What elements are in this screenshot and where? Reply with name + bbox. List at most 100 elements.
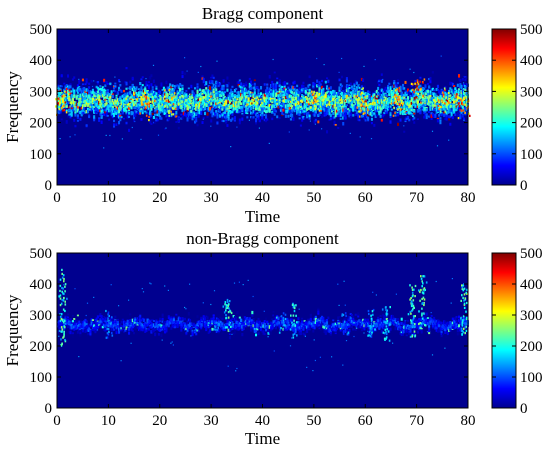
heatmap-cell: [397, 112, 400, 114]
heatmap-cell: [337, 106, 340, 109]
heatmap-cell: [385, 111, 388, 115]
heatmap-cell: [212, 94, 215, 96]
heatmap-cell: [145, 100, 148, 104]
heatmap-cell: [103, 78, 106, 82]
heatmap-cell: [160, 105, 163, 108]
heatmap-cell: [116, 106, 119, 110]
heatmap-cell: [165, 91, 168, 95]
heatmap-cell: [182, 102, 185, 106]
heatmap-cell: [255, 105, 258, 108]
heatmap-cell: [251, 103, 254, 107]
heatmap-cell: [261, 109, 263, 112]
heatmap-cell: [414, 99, 417, 102]
heatmap-cell: [459, 90, 462, 93]
heatmap-cell: [283, 98, 286, 101]
heatmap-cell: [383, 103, 386, 106]
heatmap-cell: [342, 111, 345, 115]
heatmap-cell: [378, 107, 381, 111]
heatmap-cell: [258, 110, 261, 113]
heatmap-cell: [215, 88, 218, 92]
heatmap-cell: [313, 111, 316, 115]
heatmap-cell: [360, 85, 363, 88]
heatmap-hotspot: [316, 100, 319, 103]
heatmap-cell: [111, 105, 114, 108]
heatmap-cell: [196, 107, 199, 111]
heatmap-cell: [211, 97, 214, 100]
heatmap-cell: [329, 102, 332, 105]
heatmap-cell: [184, 97, 187, 100]
heatmap-cell: [410, 98, 413, 102]
heatmap-cell: [453, 93, 456, 97]
heatmap-cell: [456, 112, 459, 115]
heatmap-cell: [253, 79, 256, 82]
heatmap-cell: [104, 91, 107, 95]
heatmap-cell: [378, 112, 381, 116]
heatmap-cell: [413, 109, 416, 113]
heatmap-cell: [307, 92, 310, 95]
heatmap-cell: [241, 108, 244, 111]
heatmap-hotspot: [360, 98, 363, 101]
heatmap-cell: [425, 109, 428, 111]
heatmap-cell: [223, 96, 226, 98]
heatmap-cell: [302, 97, 305, 100]
heatmap-cell: [98, 96, 101, 100]
heatmap-cell: [94, 103, 97, 107]
heatmap-hotspot: [59, 99, 61, 102]
heatmap-cell: [217, 84, 220, 87]
heatmap-cell: [299, 97, 302, 100]
heatmap-cell: [347, 92, 350, 95]
heatmap-cell: [412, 98, 415, 101]
heatmap-cell: [272, 90, 275, 94]
heatmap-hotspot: [68, 93, 70, 96]
heatmap-cell: [291, 115, 294, 119]
heatmap-cell: [265, 91, 268, 95]
heatmap-hotspot: [398, 103, 401, 106]
x-tick-label: 0: [53, 190, 61, 206]
heatmap-cell: [176, 96, 179, 100]
heatmap-cell: [215, 110, 218, 113]
heatmap-cell: [265, 118, 268, 123]
heatmap-cell: [319, 109, 322, 112]
heatmap-cell: [430, 114, 433, 118]
heatmap-cell: [176, 101, 179, 103]
heatmap-cell: [217, 110, 220, 113]
heatmap-cell: [302, 109, 305, 114]
heatmap-cell: [185, 90, 188, 92]
heatmap-cell: [440, 95, 443, 98]
heatmap-cell: [403, 107, 406, 110]
heatmap-cell: [151, 96, 154, 99]
heatmap-cell: [103, 113, 106, 117]
heatmap-cell: [444, 117, 447, 120]
heatmap-cell: [226, 124, 229, 127]
heatmap-cell: [165, 127, 167, 129]
heatmap-cell: [379, 107, 382, 111]
heatmap-cell: [237, 81, 240, 84]
heatmap-cell: [362, 78, 365, 82]
heatmap-cell: [123, 117, 126, 120]
heatmap-cell: [184, 57, 186, 59]
heatmap-cell: [151, 89, 154, 93]
heatmap-cell: [89, 104, 92, 106]
heatmap-cell: [217, 99, 220, 104]
heatmap-cell: [150, 122, 153, 125]
heatmap-cell: [416, 103, 419, 106]
heatmap-cell: [106, 104, 109, 108]
heatmap-cell: [159, 90, 162, 94]
heatmap-cell: [425, 113, 428, 117]
heatmap-cell: [288, 104, 291, 107]
heatmap-cell: [369, 102, 372, 105]
heatmap-cell: [84, 90, 87, 93]
heatmap-cell: [367, 108, 370, 111]
heatmap-cell: [111, 99, 114, 103]
heatmap-cell: [199, 110, 202, 115]
heatmap-cell: [359, 102, 362, 105]
heatmap-cell: [65, 109, 68, 112]
heatmap-cell: [275, 86, 278, 90]
heatmap-cell: [456, 99, 459, 102]
heatmap-cell: [276, 92, 279, 96]
heatmap-cell: [339, 90, 342, 93]
heatmap-cell: [170, 106, 173, 110]
heatmap-cell: [104, 109, 107, 112]
heatmap-cell: [245, 108, 248, 112]
